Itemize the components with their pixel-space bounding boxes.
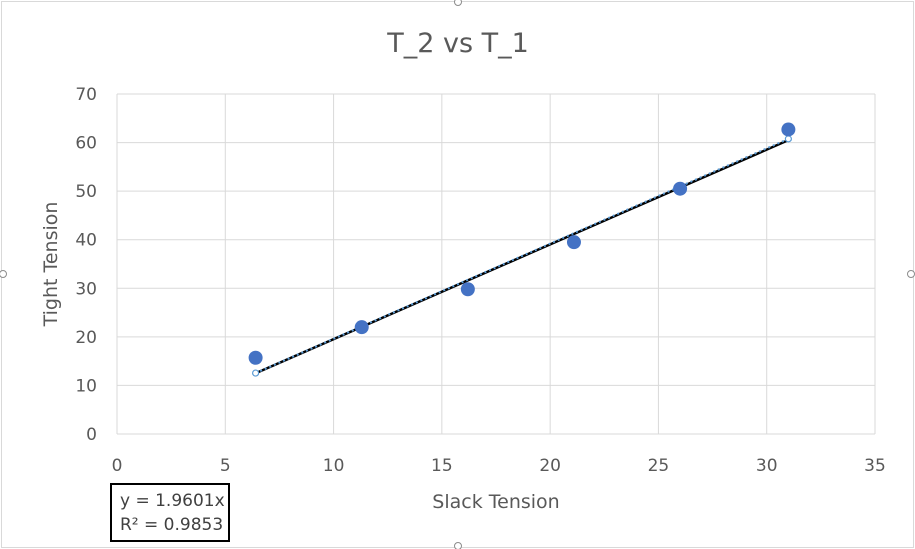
resize-handle-bottom[interactable]: [454, 542, 462, 549]
y-axis-title[interactable]: Tight Tension: [40, 202, 62, 328]
data-point[interactable]: [673, 181, 688, 196]
x-tick-label: 15: [431, 456, 453, 476]
x-tick-label: 25: [648, 456, 670, 476]
y-tick-label: 40: [75, 231, 97, 251]
trendline-endpoint: [252, 369, 260, 377]
linear-trendline-dotted[interactable]: [255, 137, 789, 374]
y-tick-label: 30: [75, 279, 97, 299]
x-tick-label: 20: [539, 456, 561, 476]
y-tick-label: 20: [75, 328, 97, 348]
trendlines[interactable]: [252, 135, 792, 377]
data-point[interactable]: [354, 320, 369, 335]
x-tick-label: 30: [756, 456, 778, 476]
y-axis-tick-labels: 0 10 20 30 40 50 60 70: [75, 85, 97, 445]
x-tick-label: 10: [323, 456, 345, 476]
y-tick-label: 0: [86, 425, 97, 445]
resize-handle-top[interactable]: [454, 0, 462, 6]
x-tick-label: 5: [220, 456, 231, 476]
data-points[interactable]: [248, 122, 796, 365]
resize-handle-left[interactable]: [0, 270, 7, 278]
y-tick-label: 50: [75, 182, 97, 202]
data-point[interactable]: [248, 350, 263, 365]
x-axis-tick-labels: 0 5 10 15 20 25 30 35: [112, 456, 886, 476]
x-tick-label: 35: [864, 456, 886, 476]
trendline-r-squared: R² = 0.9853: [120, 515, 224, 535]
data-point[interactable]: [781, 122, 796, 137]
x-axis-title[interactable]: Slack Tension: [432, 491, 559, 513]
trendline-equation-box[interactable]: y = 1.9601x R² = 0.9853: [110, 483, 230, 542]
data-point[interactable]: [460, 282, 475, 297]
trendline-equation: y = 1.9601x: [120, 491, 225, 511]
x-tick-label: 0: [112, 456, 123, 476]
y-tick-label: 10: [75, 376, 97, 396]
gridlines: [116, 93, 876, 435]
resize-handle-right[interactable]: [907, 270, 915, 278]
chart-title[interactable]: T_2 vs T_1: [386, 28, 529, 59]
trendline-endpoint: [784, 135, 792, 143]
y-tick-label: 70: [75, 85, 97, 105]
data-point[interactable]: [566, 235, 581, 250]
y-tick-label: 60: [75, 134, 97, 154]
